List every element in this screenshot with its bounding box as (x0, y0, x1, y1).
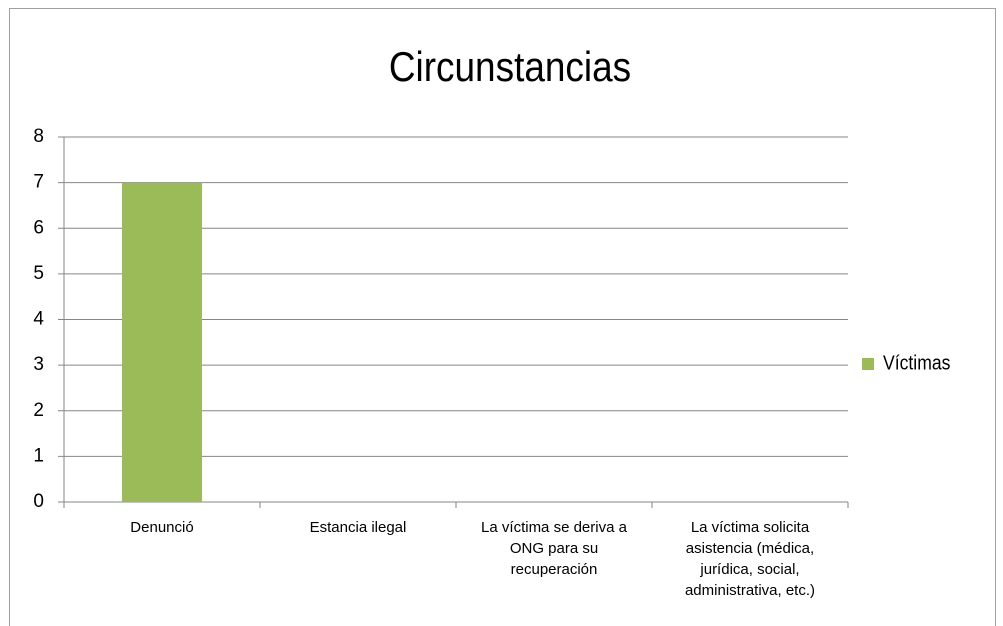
x-tick-label-box: Denunció (130, 519, 194, 536)
x-tick-label: Estancia ilegal (309, 519, 407, 536)
y-tick-label: 3 (33, 354, 44, 375)
y-tick-label: 0 (33, 491, 44, 512)
legend-label: Víctimas (883, 351, 950, 373)
y-tick-label: 7 (33, 172, 44, 193)
y-tick-label: 2 (33, 400, 44, 421)
bar (122, 182, 202, 502)
x-tick-label-box: La víctima se deriva a ONG para su recup… (481, 519, 627, 578)
legend-swatch (862, 358, 874, 370)
x-tick-label: Denunció (130, 519, 194, 536)
y-tick-label: 8 (33, 126, 44, 147)
x-tick-label-box: La víctima solicita asistencia (médica, … (684, 519, 816, 599)
y-tick-label: 5 (33, 263, 44, 284)
y-tick-label: 1 (33, 445, 44, 466)
y-tick-label: 4 (33, 309, 44, 330)
x-tick-label: La víctima solicita asistencia (médica, … (684, 519, 816, 599)
chart-title: Circunstancias (389, 44, 631, 91)
x-tick-label: La víctima se deriva a ONG para su recup… (481, 519, 627, 578)
x-tick-label-box: Estancia ilegal (309, 519, 407, 536)
y-tick-label: 6 (33, 217, 44, 238)
